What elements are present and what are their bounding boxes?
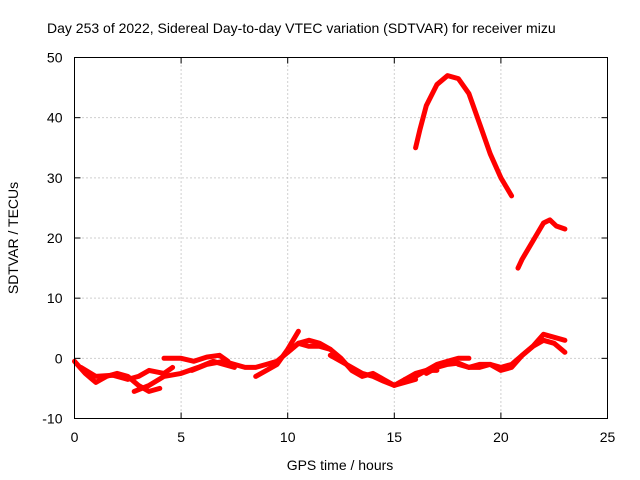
series-track-2: [78, 364, 176, 382]
y-axis-label: SDTVAR / TECUs: [5, 182, 21, 294]
series-track-5: [189, 340, 333, 373]
axis-ticks: 0 5 10 15 20 25 -10 0 10 20 30 40 50: [42, 50, 615, 446]
x-tick-label: 0: [71, 429, 79, 445]
plot-frame: [74, 57, 608, 419]
y-tick-label: 30: [47, 170, 63, 186]
y-tick-label: 10: [47, 290, 63, 306]
series-track-6: [253, 328, 301, 379]
y-tick-label: 40: [47, 110, 63, 126]
x-tick-label: 20: [493, 429, 509, 445]
series-group: [72, 73, 568, 394]
x-tick-label: 10: [280, 429, 296, 445]
x-tick-label: 25: [600, 429, 616, 445]
x-tick-label: 15: [387, 429, 403, 445]
x-axis-label: GPS time / hours: [287, 457, 394, 473]
series-track-12: [413, 73, 515, 199]
series-track-9: [402, 355, 472, 382]
series-track-4: [161, 352, 231, 364]
series-track-3: [131, 358, 237, 394]
series-track-8: [327, 352, 440, 388]
chart-title: Day 253 of 2022, Sidereal Day-to-day VTE…: [47, 20, 556, 36]
x-tick-label: 5: [177, 429, 185, 445]
grid: [74, 57, 608, 419]
y-tick-label: -10: [42, 411, 62, 427]
y-tick-label: 20: [47, 230, 63, 246]
series-track-11: [455, 331, 568, 373]
y-tick-label: 50: [47, 50, 63, 66]
y-tick-label: 0: [55, 350, 63, 366]
series-track-13: [515, 217, 568, 271]
